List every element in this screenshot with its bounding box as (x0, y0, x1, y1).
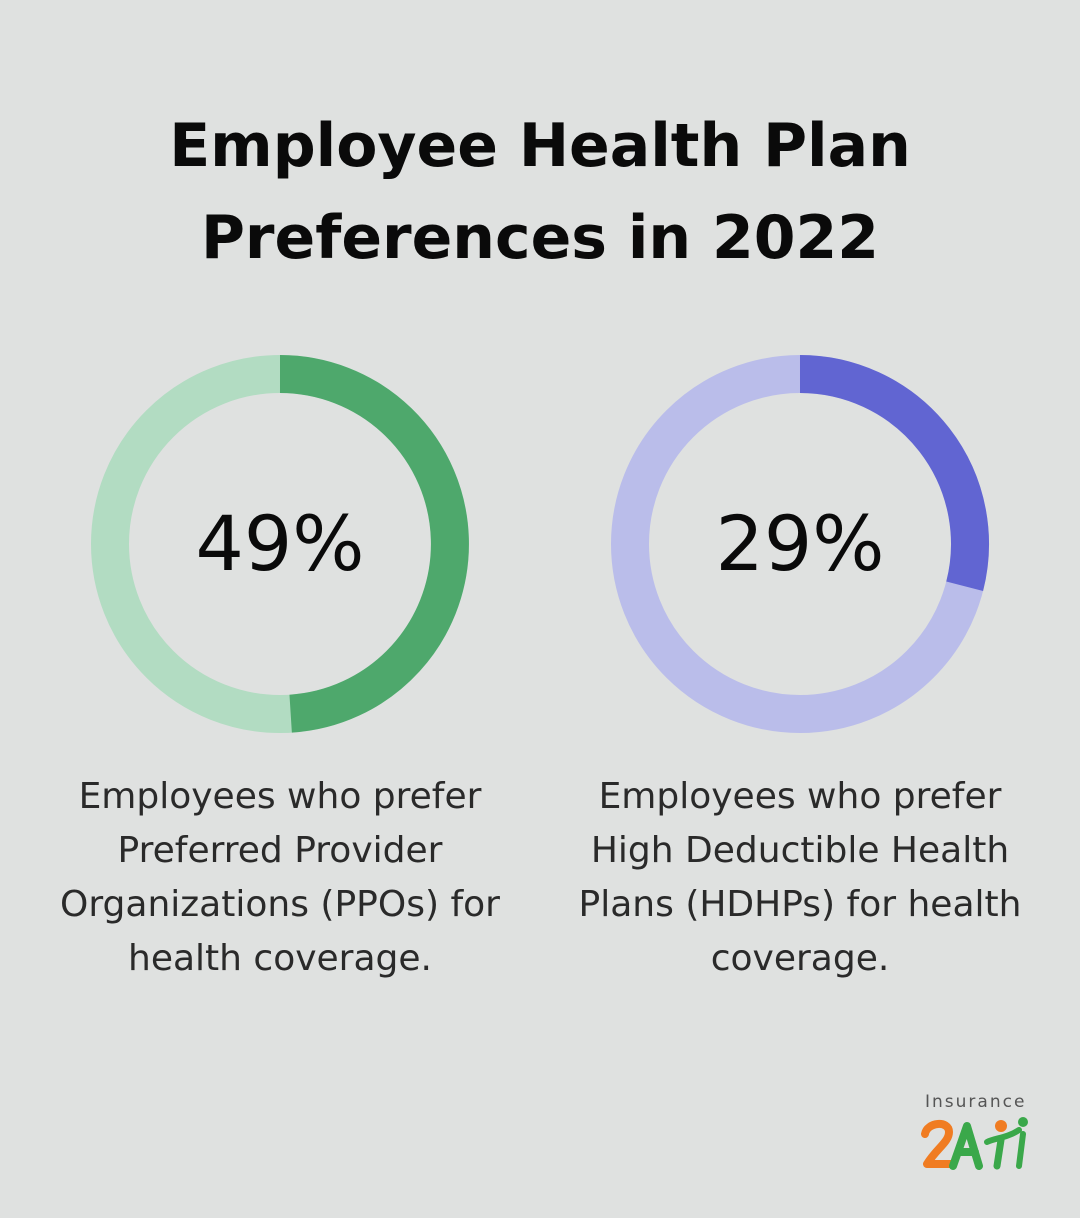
donut-value-label-hdhp: 29% (715, 499, 885, 588)
donut-chart-hdhp: 29% (610, 352, 990, 736)
insurance2ai-logo-icon (921, 1117, 1028, 1170)
caption-hdhp-line-2: High Deductible Health (590, 830, 1010, 871)
donut-svg-hdhp (611, 355, 989, 733)
page-title-line-1: Employee Health Plan (169, 111, 911, 181)
caption-ppo-line-1: Employees who prefer (78, 776, 482, 817)
donut-value-label-ppo: 49% (195, 499, 365, 588)
caption-hdhp-line-4: coverage. (710, 938, 890, 979)
caption-ppo-line-4: health coverage. (128, 938, 432, 979)
caption-ppo-line-2: Preferred Provider (117, 830, 443, 871)
caption-hdhp: Employees who prefer High Deductible Hea… (570, 770, 1030, 986)
donut-arc-ppo (279, 355, 469, 733)
caption-hdhp-line-1: Employees who prefer (598, 776, 1002, 817)
donut-chart-ppo: 49% (90, 352, 470, 736)
caption-ppo: Employees who prefer Preferred Provider … (50, 770, 510, 986)
page-title-line-2: Preferences in 2022 (200, 203, 880, 273)
caption-ppo-line-3: Organizations (PPOs) for (60, 884, 500, 925)
donut-svg-ppo (91, 355, 469, 733)
donut-arc-hdhp (799, 355, 989, 591)
page-title: Employee Health Plan Preferences in 2022 (0, 100, 1080, 284)
brand-logo: Insurance (915, 1092, 1047, 1184)
caption-hdhp-line-3: Plans (HDHPs) for health (578, 884, 1022, 925)
brand-logo-text: Insurance (925, 1092, 1027, 1112)
